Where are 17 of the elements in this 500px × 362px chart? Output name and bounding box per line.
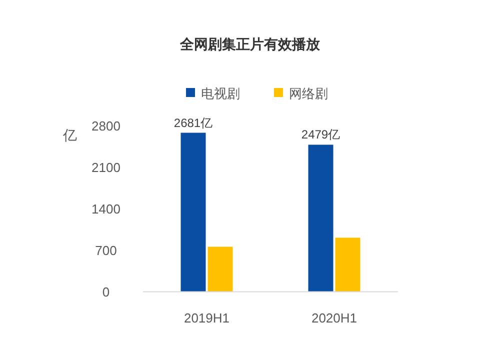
y-tick-label: 700 <box>95 243 117 258</box>
y-tick-label: 0 <box>102 284 110 300</box>
legend-label: 电视剧 <box>201 86 240 101</box>
bar <box>335 238 360 292</box>
x-tick-label: 2019H1 <box>184 310 230 326</box>
bar <box>208 246 233 292</box>
y-axis-title: 亿 <box>62 127 77 143</box>
legend-label: 网络剧 <box>289 86 328 101</box>
y-tick-label: 2100 <box>92 160 120 176</box>
data-label: 2681亿 <box>174 116 213 130</box>
y-tick-label: 1400 <box>92 202 120 217</box>
bar <box>180 132 206 292</box>
x-tick-label: 2020H1 <box>311 310 358 326</box>
bar <box>308 144 334 292</box>
y-tick-label: 2800 <box>92 118 120 134</box>
chart-title: 全网剧集正片有效播放 <box>179 36 321 52</box>
data-label: 2479亿 <box>301 128 340 142</box>
